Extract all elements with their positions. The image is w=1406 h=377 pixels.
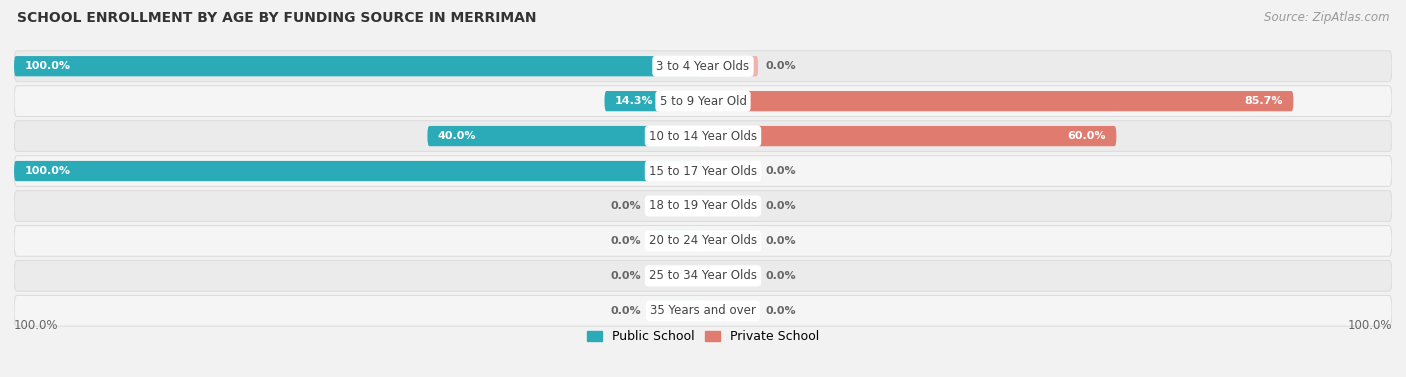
FancyBboxPatch shape — [648, 266, 703, 286]
FancyBboxPatch shape — [703, 56, 758, 76]
FancyBboxPatch shape — [703, 161, 758, 181]
FancyBboxPatch shape — [648, 231, 703, 251]
Text: 20 to 24 Year Olds: 20 to 24 Year Olds — [650, 234, 756, 247]
Text: 0.0%: 0.0% — [765, 201, 796, 211]
FancyBboxPatch shape — [14, 225, 1392, 256]
FancyBboxPatch shape — [14, 191, 1392, 221]
FancyBboxPatch shape — [14, 296, 1392, 326]
Text: 35 Years and over: 35 Years and over — [650, 304, 756, 317]
Text: 0.0%: 0.0% — [765, 166, 796, 176]
Text: 0.0%: 0.0% — [765, 271, 796, 281]
Text: 0.0%: 0.0% — [610, 236, 641, 246]
FancyBboxPatch shape — [14, 86, 1392, 116]
Text: 10 to 14 Year Olds: 10 to 14 Year Olds — [650, 130, 756, 143]
FancyBboxPatch shape — [703, 266, 758, 286]
Text: 0.0%: 0.0% — [610, 271, 641, 281]
FancyBboxPatch shape — [703, 91, 1294, 111]
FancyBboxPatch shape — [703, 126, 1116, 146]
Text: Source: ZipAtlas.com: Source: ZipAtlas.com — [1264, 11, 1389, 24]
Text: 60.0%: 60.0% — [1067, 131, 1107, 141]
FancyBboxPatch shape — [703, 196, 758, 216]
Text: 100.0%: 100.0% — [24, 166, 70, 176]
Text: 5 to 9 Year Old: 5 to 9 Year Old — [659, 95, 747, 108]
Text: 0.0%: 0.0% — [610, 201, 641, 211]
Text: 100.0%: 100.0% — [14, 319, 59, 332]
Text: 0.0%: 0.0% — [765, 61, 796, 71]
Legend: Public School, Private School: Public School, Private School — [582, 325, 824, 348]
Text: 3 to 4 Year Olds: 3 to 4 Year Olds — [657, 60, 749, 73]
Text: 18 to 19 Year Olds: 18 to 19 Year Olds — [650, 199, 756, 213]
Text: 85.7%: 85.7% — [1244, 96, 1284, 106]
FancyBboxPatch shape — [648, 301, 703, 321]
Text: 0.0%: 0.0% — [765, 236, 796, 246]
FancyBboxPatch shape — [703, 301, 758, 321]
Text: SCHOOL ENROLLMENT BY AGE BY FUNDING SOURCE IN MERRIMAN: SCHOOL ENROLLMENT BY AGE BY FUNDING SOUR… — [17, 11, 536, 25]
Text: 25 to 34 Year Olds: 25 to 34 Year Olds — [650, 269, 756, 282]
FancyBboxPatch shape — [14, 161, 703, 181]
FancyBboxPatch shape — [14, 156, 1392, 186]
Text: 100.0%: 100.0% — [1347, 319, 1392, 332]
Text: 100.0%: 100.0% — [24, 61, 70, 71]
Text: 0.0%: 0.0% — [765, 306, 796, 316]
FancyBboxPatch shape — [703, 231, 758, 251]
FancyBboxPatch shape — [14, 261, 1392, 291]
Text: 40.0%: 40.0% — [437, 131, 477, 141]
FancyBboxPatch shape — [648, 196, 703, 216]
FancyBboxPatch shape — [14, 56, 703, 76]
FancyBboxPatch shape — [14, 51, 1392, 81]
Text: 15 to 17 Year Olds: 15 to 17 Year Olds — [650, 164, 756, 178]
FancyBboxPatch shape — [427, 126, 703, 146]
FancyBboxPatch shape — [14, 121, 1392, 152]
FancyBboxPatch shape — [605, 91, 703, 111]
Text: 14.3%: 14.3% — [614, 96, 654, 106]
Text: 0.0%: 0.0% — [610, 306, 641, 316]
